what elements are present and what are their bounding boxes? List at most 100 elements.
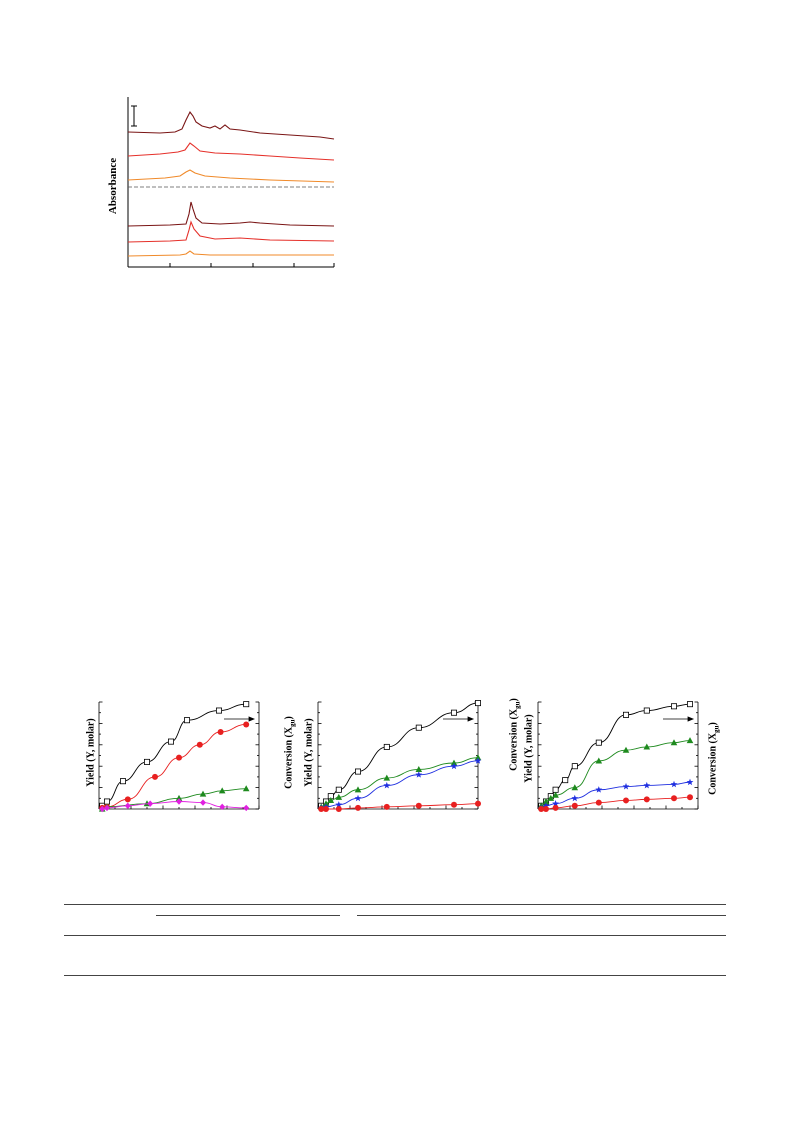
panel-axes xyxy=(317,701,479,810)
spectrum-top-orange xyxy=(127,169,335,183)
panel3-y-right-text: Conversion (X xyxy=(707,732,719,795)
series-line xyxy=(321,702,479,807)
data-point xyxy=(595,786,603,793)
panel3-y-left-label: Yield (Y, molar) xyxy=(523,714,535,783)
data-point xyxy=(383,774,391,781)
data-point xyxy=(670,780,678,788)
data-point xyxy=(184,717,191,724)
data-point xyxy=(552,791,559,798)
series-line xyxy=(102,724,247,809)
data-point xyxy=(686,701,693,708)
data-point xyxy=(686,737,694,744)
series-filled-star xyxy=(317,757,482,811)
data-point xyxy=(547,794,555,801)
data-point xyxy=(242,785,250,792)
data-point xyxy=(571,784,579,791)
series-open-square xyxy=(538,701,693,809)
data-point xyxy=(571,802,578,809)
panel2-y-right-sub: gu xyxy=(513,701,522,709)
figure1-frame xyxy=(127,97,334,268)
spectrum-bottom-red xyxy=(127,220,335,243)
data-point xyxy=(104,798,110,805)
panel1-y-left-label: Yield (Y, molar) xyxy=(85,718,97,787)
data-point xyxy=(474,700,481,707)
panel2-chart xyxy=(317,700,482,812)
spectrum-top-dark xyxy=(127,110,335,140)
data-point xyxy=(124,802,131,809)
table-subheader-rule-1 xyxy=(156,915,340,916)
data-point xyxy=(335,806,342,812)
data-point xyxy=(383,781,391,789)
data-point xyxy=(323,806,329,812)
data-point xyxy=(686,778,694,786)
panel1-y-right-label: Conversion (Xgu) xyxy=(284,703,297,803)
panel1-y-right-text: Conversion (X xyxy=(283,726,295,789)
data-point xyxy=(415,724,422,731)
data-point xyxy=(474,754,482,761)
data-point xyxy=(552,804,559,811)
data-point xyxy=(383,743,390,750)
data-point xyxy=(542,802,550,809)
data-point xyxy=(383,803,390,810)
data-point xyxy=(327,797,335,804)
data-point xyxy=(595,799,602,806)
panel-axes xyxy=(537,701,699,810)
data-point xyxy=(623,711,630,718)
data-point xyxy=(318,806,325,812)
panel3-y-right-label: Conversion (Xgu) xyxy=(708,709,721,809)
data-point xyxy=(643,781,651,789)
arrow-head xyxy=(248,716,256,722)
spectrum-bottom-orange xyxy=(127,250,334,257)
data-point xyxy=(623,797,629,804)
series-line xyxy=(541,740,691,807)
data-point xyxy=(196,741,203,748)
series-open-square xyxy=(99,701,250,809)
series-filled-circle xyxy=(318,800,481,812)
data-point xyxy=(687,794,693,801)
data-point xyxy=(355,804,361,811)
spectrum-top-red xyxy=(127,142,335,161)
panel2-y-right-text: Conversion (X xyxy=(508,708,520,771)
conversion-arrow xyxy=(224,716,256,722)
data-point xyxy=(571,794,579,802)
panel1-y-right-sub: gu xyxy=(288,719,297,727)
data-point xyxy=(538,806,545,812)
figure1-spectra xyxy=(127,97,335,268)
data-point xyxy=(415,771,423,778)
data-point xyxy=(450,759,458,766)
data-point xyxy=(595,757,603,764)
figure1-y-axis-label: Absorbance xyxy=(107,157,119,215)
panel2-y-left-label: Yield (Y, molar) xyxy=(303,718,315,787)
data-point xyxy=(571,763,578,770)
data-point xyxy=(219,803,226,811)
arrow-head xyxy=(467,716,475,722)
data-point xyxy=(450,709,457,716)
data-point xyxy=(450,762,458,770)
data-point xyxy=(543,806,549,812)
data-point xyxy=(643,743,651,750)
data-point xyxy=(415,802,422,809)
data-point xyxy=(322,800,330,807)
data-point xyxy=(176,798,182,805)
data-point xyxy=(671,795,677,802)
data-point xyxy=(152,773,158,780)
data-point xyxy=(355,768,362,775)
data-point xyxy=(670,703,677,710)
data-point xyxy=(335,786,342,793)
data-point xyxy=(542,798,550,805)
panel2-y-right-tail: ) xyxy=(508,698,520,702)
panel3-y-right-tail: ) xyxy=(707,722,719,726)
data-point xyxy=(474,757,482,764)
panel1-y-right-tail: ) xyxy=(283,716,295,720)
data-point xyxy=(451,801,457,808)
series-line xyxy=(102,801,247,810)
panel3-y-right-sub: gu xyxy=(712,725,721,733)
data-point xyxy=(475,800,481,807)
arrow-head xyxy=(687,716,695,722)
data-point xyxy=(99,805,106,813)
series-filled-circle xyxy=(538,794,693,812)
data-point xyxy=(354,786,362,793)
data-point xyxy=(643,707,650,714)
data-point xyxy=(595,739,602,746)
data-point xyxy=(200,799,206,806)
